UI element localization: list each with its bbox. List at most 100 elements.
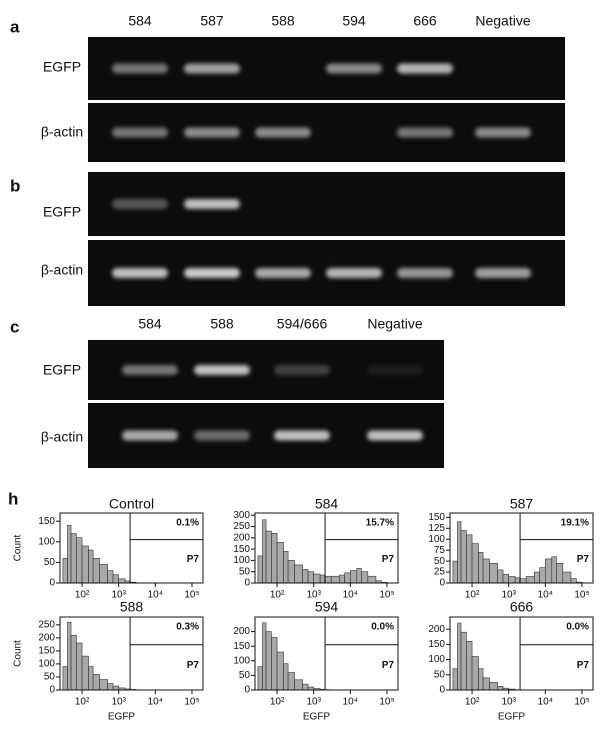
histogram-bar [294,679,303,691]
histogram-bar [324,575,332,584]
gate-name: P7 [382,660,395,671]
histogram-bar [62,557,68,584]
gel-band [112,127,168,138]
gate-name: P7 [187,660,200,671]
y-tick-label: 125 [428,523,445,534]
y-tick-label: 150 [38,516,55,527]
x-tick-label: 10² [270,697,285,708]
gel-band [184,268,240,278]
histogram-bar [457,521,462,584]
y-tick-label: 0 [439,578,445,589]
histogram-bar [525,576,535,584]
y-tick-label: 0 [439,685,445,696]
gel-band [397,127,453,138]
histogram-bar [489,682,498,691]
gate-percent: 19.1% [561,518,589,529]
x-tick-label: 10³ [111,697,126,708]
y-tick-label: 250 [233,521,250,532]
lane-label: 594/666 [277,316,328,332]
x-tick-label: 10² [465,590,480,601]
histogram-bar [287,672,295,691]
lane-label: 666 [413,13,437,29]
gate-name: P7 [577,554,590,565]
chart-title: 588 [120,599,144,615]
histogram-bar [361,571,369,584]
lane-label: 584 [138,316,162,332]
y-tick-label: 50 [434,669,446,680]
y-tick-label: 200 [428,624,445,635]
y-tick-label: 0 [244,578,250,589]
chart-title: 587 [510,496,534,512]
y-tick-label: 300 [233,510,250,521]
gate-name: P7 [577,660,590,671]
histogram-bar [88,549,94,584]
panel-label: h [8,489,18,508]
histogram-bar [471,543,479,584]
y-tick-label: 100 [38,536,55,547]
histogram-bar [276,651,284,691]
histogram-bar [489,563,498,584]
histogram-bar [466,534,473,584]
histogram-bar [508,576,516,584]
histogram-bar [497,686,504,691]
histogram-bar [562,571,572,584]
gate-percent: 0.1% [176,518,199,529]
x-axis-label: EGFP [498,712,526,723]
histogram-bar [313,573,321,584]
gate-percent: 0.3% [176,622,199,633]
gel-band [184,127,240,138]
plot-frame [59,616,204,691]
flow-histogram: 588 0.3% P7 0 50 100 150 200 250 10² 10³ 10⁴ 10⁵ Coun… [13,599,204,723]
y-tick-label: 50 [44,672,56,683]
lane-label: 584 [128,13,152,29]
y-tick-label: 250 [38,619,55,630]
histogram-bar [67,525,72,584]
x-tick-label: 10² [465,697,480,708]
histogram-bar [88,666,94,691]
histogram-bar [452,560,458,584]
histogram-bar [262,622,267,691]
gel-band [475,268,531,278]
plot-frame [449,512,594,584]
lane-label: 594 [342,13,366,29]
histogram-bar [271,637,278,691]
y-tick-label: 50 [239,670,251,681]
x-tick-label: 10⁴ [148,697,163,708]
histogram-bar [556,563,564,584]
histogram-bar [107,683,114,691]
histogram-bar [257,555,263,584]
y-tick-label: 0 [49,685,55,696]
y-tick-label: 50 [44,557,56,568]
gel-band [194,430,250,441]
y-tick-label: 50 [434,556,446,567]
y-tick-label: 100 [428,654,445,665]
histogram-bar [339,574,345,584]
gel-band [112,63,168,74]
y-tick-label: 50 [239,566,251,577]
histogram-bar [62,666,68,691]
lane-label: Negative [367,316,422,332]
y-tick-label: 0 [244,685,250,696]
x-tick-label: 10³ [306,590,321,601]
x-tick-label: 10⁵ [574,590,589,601]
histogram-bar [356,568,362,584]
row-label: EGFP [43,59,81,75]
y-axis-label: Count [13,534,24,561]
histogram-bar [76,537,83,584]
gate-percent: 15.7% [366,518,394,529]
histogram-bar [276,542,284,584]
x-axis-label: EGFP [303,712,331,723]
histogram-bar [67,621,72,691]
chart-title: 584 [315,496,339,512]
x-tick-label: 10⁴ [343,590,358,601]
panel-label: c [10,317,19,336]
panel-label: a [10,17,20,36]
histogram-bar [112,685,119,691]
y-tick-label: 0 [49,578,55,589]
gel-band [184,63,240,74]
histogram-bar [92,557,100,584]
y-tick-label: 200 [233,626,250,637]
